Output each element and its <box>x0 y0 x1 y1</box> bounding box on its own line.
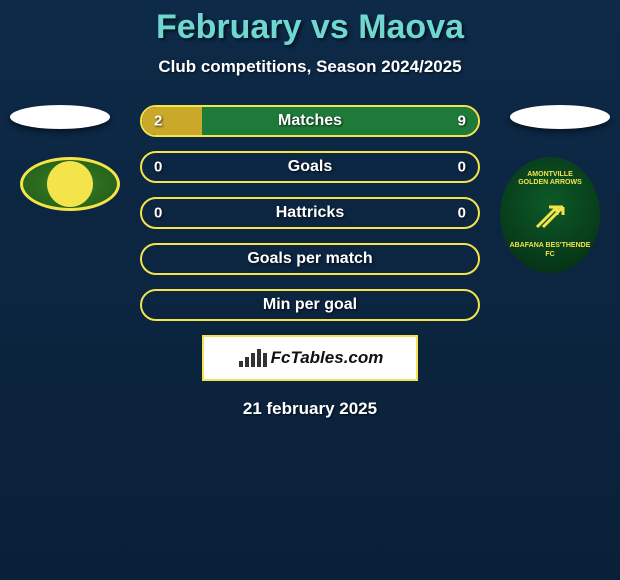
stat-label: Hattricks <box>276 204 344 222</box>
crest-right-line2: GOLDEN ARROWS <box>518 179 582 187</box>
crest-left-inner <box>47 161 93 207</box>
stat-row: 0 0 Goals <box>140 151 480 183</box>
stat-label: Goals <box>288 158 332 176</box>
stat-label: Matches <box>278 112 342 130</box>
player-shadow-right <box>510 105 610 129</box>
header: February vs Maova Club competitions, Sea… <box>0 0 620 77</box>
club-crest-left <box>20 157 120 211</box>
stat-value-left: 0 <box>154 159 162 176</box>
arrows-icon <box>527 191 573 242</box>
player-shadow-left <box>10 105 110 129</box>
stat-row: Goals per match <box>140 243 480 275</box>
stat-value-left: 2 <box>154 113 162 130</box>
fctables-text: FcTables.com <box>271 348 384 368</box>
stat-value-right: 0 <box>458 205 466 222</box>
club-crest-right: AMONTVILLE GOLDEN ARROWS ABAFANA BES'THE… <box>500 157 600 273</box>
subtitle: Club competitions, Season 2024/2025 <box>0 57 620 77</box>
bar-chart-icon <box>237 347 267 369</box>
crest-right-line1: AMONTVILLE <box>527 171 573 179</box>
crest-right-line3: ABAFANA BES'THENDE <box>510 242 591 250</box>
crest-right-shape: AMONTVILLE GOLDEN ARROWS ABAFANA BES'THE… <box>500 157 600 273</box>
stats-container: 2 9 Matches 0 0 Goals 0 0 Hattricks Goals per mat… <box>140 105 480 321</box>
stat-value-left: 0 <box>154 205 162 222</box>
main-area: AMONTVILLE GOLDEN ARROWS ABAFANA BES'THE… <box>0 105 620 419</box>
page-title: February vs Maova <box>0 8 620 47</box>
stat-row: 2 9 Matches <box>140 105 480 137</box>
stat-fill-left <box>142 107 202 135</box>
stat-label: Goals per match <box>247 250 372 268</box>
stat-row: 0 0 Hattricks <box>140 197 480 229</box>
stat-value-right: 0 <box>458 159 466 176</box>
crest-right-fc: FC <box>545 251 554 259</box>
fctables-badge: FcTables.com <box>202 335 418 381</box>
stat-label: Min per goal <box>263 296 357 314</box>
date-text: 21 february 2025 <box>0 399 620 419</box>
stat-row: Min per goal <box>140 289 480 321</box>
stat-value-right: 9 <box>458 113 466 130</box>
crest-left-shape <box>20 157 120 211</box>
